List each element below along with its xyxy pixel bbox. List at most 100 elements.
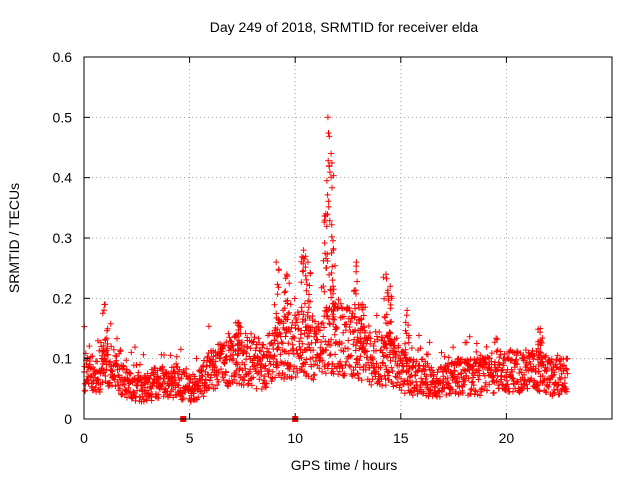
data-point — [348, 352, 355, 359]
data-point — [482, 383, 488, 390]
data-point — [494, 336, 501, 343]
data-point — [444, 379, 450, 386]
data-point — [332, 262, 338, 269]
data-point — [418, 375, 425, 382]
data-point — [273, 259, 280, 266]
data-point — [470, 382, 477, 389]
data-point — [244, 381, 251, 388]
data-point — [553, 357, 560, 364]
data-point — [237, 324, 244, 331]
data-point — [274, 281, 281, 288]
data-point — [257, 348, 264, 355]
data-point — [543, 352, 549, 359]
data-point — [330, 247, 337, 254]
data-point — [353, 259, 360, 266]
x-tick-label: 0 — [80, 430, 88, 446]
data-point — [110, 346, 117, 353]
data-point — [396, 352, 402, 359]
data-point — [424, 382, 431, 388]
data-point — [99, 310, 106, 317]
data-point — [236, 371, 242, 378]
data-point — [283, 316, 289, 323]
data-point — [263, 380, 270, 387]
data-point — [100, 342, 107, 349]
data-point — [236, 345, 243, 352]
data-point — [360, 340, 367, 346]
data-point — [108, 343, 115, 350]
data-point — [328, 294, 335, 301]
data-point — [365, 359, 372, 366]
data-point — [176, 366, 183, 373]
data-point — [352, 342, 359, 349]
data-point — [328, 221, 335, 228]
data-point — [168, 374, 175, 381]
data-point — [516, 370, 523, 376]
data-point — [332, 326, 339, 333]
data-point — [359, 326, 366, 333]
data-point — [496, 361, 503, 368]
data-point — [173, 360, 180, 367]
data-point — [423, 379, 430, 386]
data-point — [305, 297, 312, 304]
data-point — [101, 307, 107, 314]
data-point — [258, 368, 265, 375]
data-point — [430, 371, 437, 378]
data-point — [193, 355, 200, 362]
data-point — [339, 365, 346, 372]
data-point — [234, 340, 241, 347]
data-point — [543, 368, 550, 375]
data-point — [254, 353, 261, 360]
data-point — [536, 349, 543, 356]
data-point — [215, 369, 222, 376]
data-point — [385, 293, 392, 300]
data-point — [250, 338, 257, 345]
data-point — [341, 313, 347, 320]
data-point — [556, 374, 563, 381]
data-point — [273, 333, 280, 340]
data-point — [302, 272, 309, 279]
data-point — [107, 358, 114, 365]
data-point — [562, 374, 568, 381]
data-point — [288, 324, 295, 331]
data-point — [358, 377, 365, 384]
data-point — [305, 341, 312, 348]
data-point — [217, 351, 224, 358]
data-point — [332, 351, 339, 358]
data-point — [417, 345, 424, 352]
data-point — [441, 353, 448, 360]
data-point — [536, 387, 543, 394]
data-point — [292, 374, 299, 380]
data-point — [279, 340, 286, 347]
data-point — [347, 353, 354, 360]
data-point — [323, 347, 330, 354]
data-point — [466, 333, 473, 340]
data-point — [503, 377, 510, 384]
data-point — [436, 393, 443, 400]
data-point — [379, 359, 386, 366]
data-point — [314, 336, 321, 343]
data-point — [298, 304, 305, 311]
data-point — [319, 319, 326, 326]
data-point — [393, 335, 400, 342]
data-point — [287, 362, 294, 369]
data-point — [287, 328, 294, 335]
data-point — [260, 342, 267, 348]
data-point — [326, 217, 333, 224]
data-point — [359, 301, 366, 308]
data-point — [330, 300, 337, 307]
data-point — [353, 356, 360, 363]
data-point — [275, 316, 282, 323]
data-point — [199, 373, 206, 380]
data-point — [303, 276, 310, 283]
data-point — [329, 277, 336, 284]
data-point — [102, 373, 109, 379]
data-point — [173, 392, 180, 399]
data-point — [374, 336, 381, 343]
data-point — [401, 390, 408, 397]
data-point — [354, 361, 361, 368]
data-point — [290, 351, 297, 358]
data-point — [420, 388, 427, 395]
data-point — [248, 382, 255, 389]
data-point — [260, 377, 267, 384]
data-point — [275, 362, 281, 369]
